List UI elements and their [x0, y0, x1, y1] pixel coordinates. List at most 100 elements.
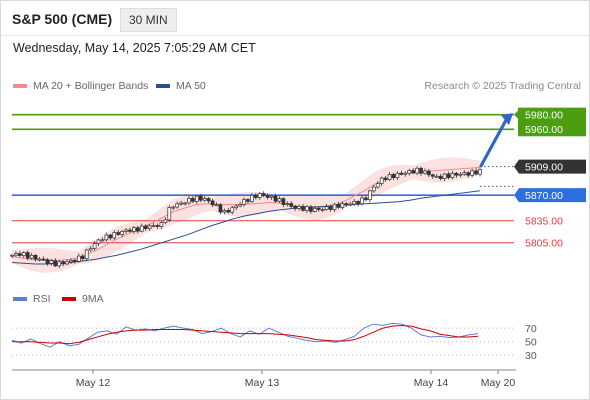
candle-body: [450, 172, 455, 178]
candle-body: [427, 170, 431, 176]
candle: [53, 258, 58, 268]
candle: [462, 170, 467, 176]
legend-rsi: RSI: [13, 293, 51, 305]
candle-body: [328, 206, 333, 210]
candle: [348, 201, 353, 207]
rsi-tick-label: 30: [525, 350, 537, 362]
candle-body: [112, 232, 117, 239]
candle-body: [364, 197, 368, 201]
x-tick-label: May 12: [76, 377, 111, 389]
candle: [238, 201, 242, 208]
candle-body: [238, 204, 242, 207]
candle-body: [25, 252, 30, 259]
header-bar: S&P 500 (CME) 30 MIN: [1, 1, 589, 36]
candle: [320, 207, 325, 212]
candle: [191, 195, 195, 204]
candle-body: [194, 195, 199, 202]
candle: [242, 197, 246, 207]
candle-body: [230, 207, 235, 213]
candle-body: [419, 167, 423, 174]
timestamp: Wednesday, May 14, 2025 7:05:29 AM CET: [13, 41, 256, 55]
candle: [458, 172, 463, 178]
projection-arrow: [479, 118, 508, 168]
candle: [411, 167, 415, 175]
candle-body: [191, 197, 195, 202]
candle-body: [289, 203, 294, 207]
candle: [139, 223, 144, 233]
candle: [171, 205, 176, 211]
candle: [88, 246, 93, 252]
rsi-ma-line: [12, 324, 479, 345]
candle: [163, 217, 168, 225]
candle: [73, 258, 77, 264]
candle: [383, 175, 388, 182]
candle-body: [120, 231, 124, 235]
candle-body: [198, 195, 203, 201]
candle-body: [155, 225, 160, 227]
candle: [187, 195, 191, 205]
candle-body: [265, 195, 270, 198]
candle: [214, 202, 219, 207]
candle-body: [305, 206, 309, 211]
projection-arrowhead: [501, 113, 513, 126]
support-label: 5835.00: [525, 216, 563, 228]
candle-body: [293, 205, 298, 209]
candle: [430, 173, 435, 179]
interval-button[interactable]: 30 MIN: [120, 8, 177, 32]
rsi-tick-label: 50: [525, 337, 537, 349]
candle-body: [116, 232, 121, 235]
candle-body: [462, 172, 467, 175]
candle-body: [218, 204, 223, 213]
candle-body: [411, 170, 415, 174]
candle-body: [206, 198, 211, 202]
candle-body: [242, 199, 246, 205]
candle-body: [281, 198, 286, 205]
candle: [289, 201, 294, 208]
candle-body: [159, 222, 164, 227]
pivot-tag: 5870.00: [514, 188, 586, 203]
candle-body: [348, 203, 353, 206]
candle: [143, 224, 148, 231]
candle: [305, 205, 309, 213]
legend-ma20: MA 20 + Bollinger Bands: [13, 80, 148, 92]
legend-ma50: MA 50: [156, 80, 206, 92]
candle: [250, 192, 254, 203]
candle-body: [474, 170, 478, 175]
candle-body: [147, 225, 152, 229]
candle-body: [222, 210, 227, 213]
candle-body: [407, 170, 412, 174]
candle: [222, 208, 227, 215]
candle-body: [454, 172, 459, 176]
candle: [340, 201, 345, 210]
candle-body: [33, 255, 38, 260]
candle: [155, 223, 160, 229]
candle: [206, 197, 211, 204]
candle-body: [466, 172, 471, 176]
candle: [269, 194, 274, 200]
level-label: 5980.00: [525, 109, 563, 121]
candle-body: [132, 227, 136, 232]
candle: [183, 201, 187, 206]
candle-body: [301, 206, 305, 211]
candle: [246, 197, 250, 204]
candle-body: [37, 258, 42, 261]
candle: [61, 259, 65, 267]
support-label: 5805.00: [525, 238, 563, 250]
candle-body: [61, 261, 65, 265]
candle-body: [356, 201, 360, 205]
candle: [285, 201, 290, 207]
candle: [159, 221, 164, 229]
candle: [427, 168, 431, 177]
candle-body: [53, 260, 58, 267]
candle-body: [324, 206, 329, 210]
candle: [364, 195, 368, 202]
candle: [25, 250, 30, 261]
candle-body: [470, 170, 474, 176]
candle-body: [234, 205, 239, 209]
candle: [336, 201, 341, 209]
candle-body: [391, 174, 396, 179]
candle-body: [108, 234, 113, 239]
candle-body: [285, 203, 290, 205]
candle-body: [21, 252, 26, 256]
